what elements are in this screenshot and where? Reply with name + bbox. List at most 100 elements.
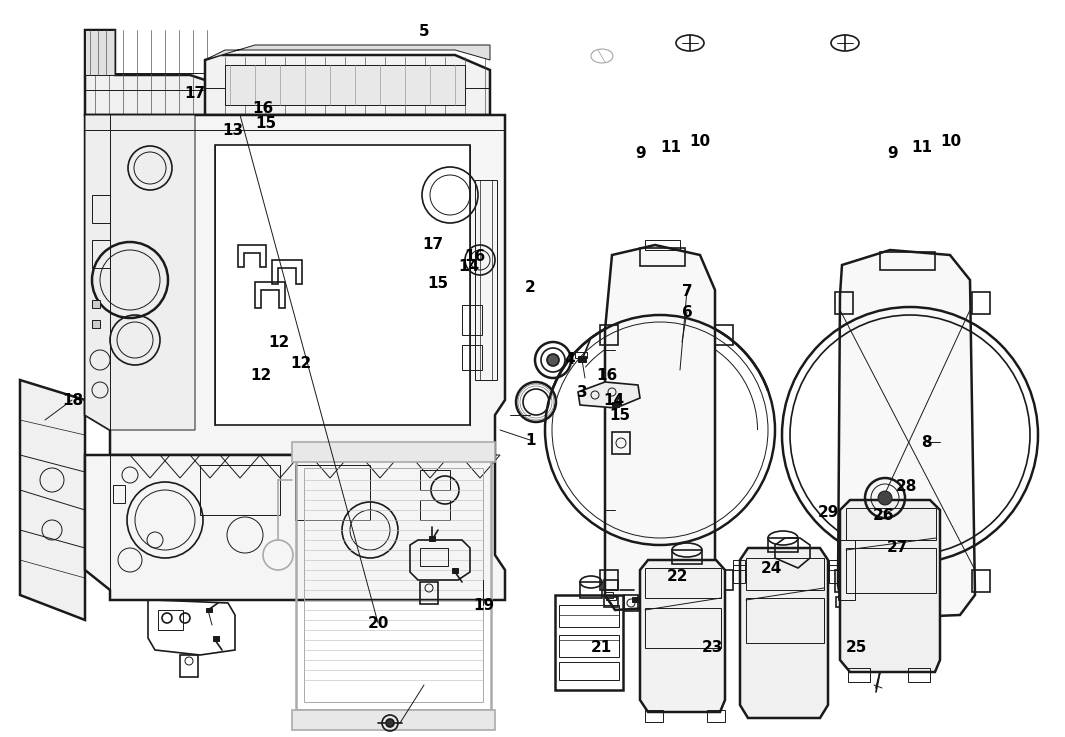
Bar [768, 538, 798, 552]
Polygon shape [838, 250, 974, 618]
Text: 17: 17 [184, 86, 206, 101]
Bar [640, 248, 685, 266]
Bar [874, 600, 881, 605]
Bar [733, 565, 745, 583]
Text: 29: 29 [818, 505, 839, 520]
Bar [835, 570, 853, 592]
Text: 21: 21 [591, 640, 612, 654]
Bar [645, 240, 679, 250]
Text: 10: 10 [940, 134, 962, 149]
Bar [600, 570, 618, 590]
Bar [612, 402, 619, 407]
Text: 7: 7 [682, 284, 692, 298]
Text: 3: 3 [577, 385, 588, 399]
Circle shape [386, 719, 394, 727]
Text: 17: 17 [422, 237, 443, 252]
Text: 20: 20 [367, 616, 389, 631]
Text: 5: 5 [419, 24, 429, 39]
Bar [158, 610, 183, 630]
Text: 24: 24 [760, 562, 782, 576]
Text: 1: 1 [525, 433, 536, 448]
Bar [475, 180, 497, 380]
Text: 15: 15 [256, 116, 277, 130]
Polygon shape [85, 115, 505, 455]
Text: 12: 12 [268, 335, 290, 350]
Circle shape [878, 491, 892, 505]
Bar [642, 600, 649, 605]
Bar [559, 605, 619, 627]
Bar [92, 240, 110, 268]
Bar [733, 560, 745, 570]
Bar [829, 565, 841, 583]
Bar [180, 655, 198, 677]
Bar [645, 710, 663, 722]
Bar [972, 570, 990, 592]
Bar [420, 548, 448, 566]
Text: 9: 9 [635, 146, 645, 161]
Bar [113, 485, 125, 503]
Bar [846, 508, 936, 540]
Polygon shape [840, 500, 940, 672]
Text: 23: 23 [702, 640, 723, 654]
Bar [829, 560, 841, 570]
Polygon shape [204, 45, 490, 60]
Text: 27: 27 [887, 540, 908, 555]
Bar [429, 536, 435, 541]
Bar [715, 325, 733, 345]
Text: 15: 15 [609, 408, 630, 423]
Bar [420, 470, 450, 490]
Bar [578, 356, 586, 362]
Text: 14: 14 [458, 259, 479, 274]
Bar [856, 595, 870, 611]
Bar [213, 636, 219, 641]
Bar [225, 65, 465, 105]
Polygon shape [85, 115, 195, 430]
Polygon shape [85, 30, 220, 115]
Polygon shape [204, 55, 490, 115]
Text: 8: 8 [921, 435, 932, 450]
Text: 18: 18 [62, 394, 83, 408]
Text: 9: 9 [887, 146, 898, 161]
Bar [292, 442, 495, 462]
Polygon shape [20, 380, 85, 620]
Bar [715, 570, 733, 590]
Bar [92, 300, 100, 308]
Bar [848, 668, 870, 682]
Bar [612, 432, 630, 454]
Bar [206, 608, 212, 612]
Bar [420, 582, 438, 604]
Bar [835, 292, 853, 314]
Bar [452, 568, 458, 573]
Text: 16: 16 [464, 249, 486, 264]
Bar [672, 550, 702, 564]
Bar [606, 595, 616, 600]
Polygon shape [605, 245, 715, 610]
Bar [559, 662, 619, 680]
Text: 11: 11 [660, 140, 682, 155]
Text: 10: 10 [689, 134, 710, 149]
Bar [972, 292, 990, 314]
Bar [604, 580, 618, 590]
Bar [846, 548, 936, 593]
Text: 4: 4 [564, 352, 575, 367]
Bar [600, 325, 618, 345]
Text: 25: 25 [846, 640, 867, 654]
Bar [908, 668, 930, 682]
Bar [462, 345, 482, 370]
Text: 22: 22 [667, 569, 688, 584]
Bar [746, 558, 824, 590]
Text: 12: 12 [250, 368, 272, 383]
Bar [292, 710, 495, 730]
Bar [575, 352, 587, 358]
Text: 15: 15 [427, 276, 448, 290]
Polygon shape [640, 560, 725, 712]
Bar [836, 597, 850, 607]
Bar [632, 597, 640, 602]
Text: 13: 13 [223, 123, 244, 138]
Bar [215, 145, 470, 425]
Text: 6: 6 [682, 305, 692, 320]
Bar [555, 595, 623, 690]
Bar [645, 608, 721, 648]
Text: 19: 19 [473, 598, 494, 613]
Bar [420, 500, 450, 520]
